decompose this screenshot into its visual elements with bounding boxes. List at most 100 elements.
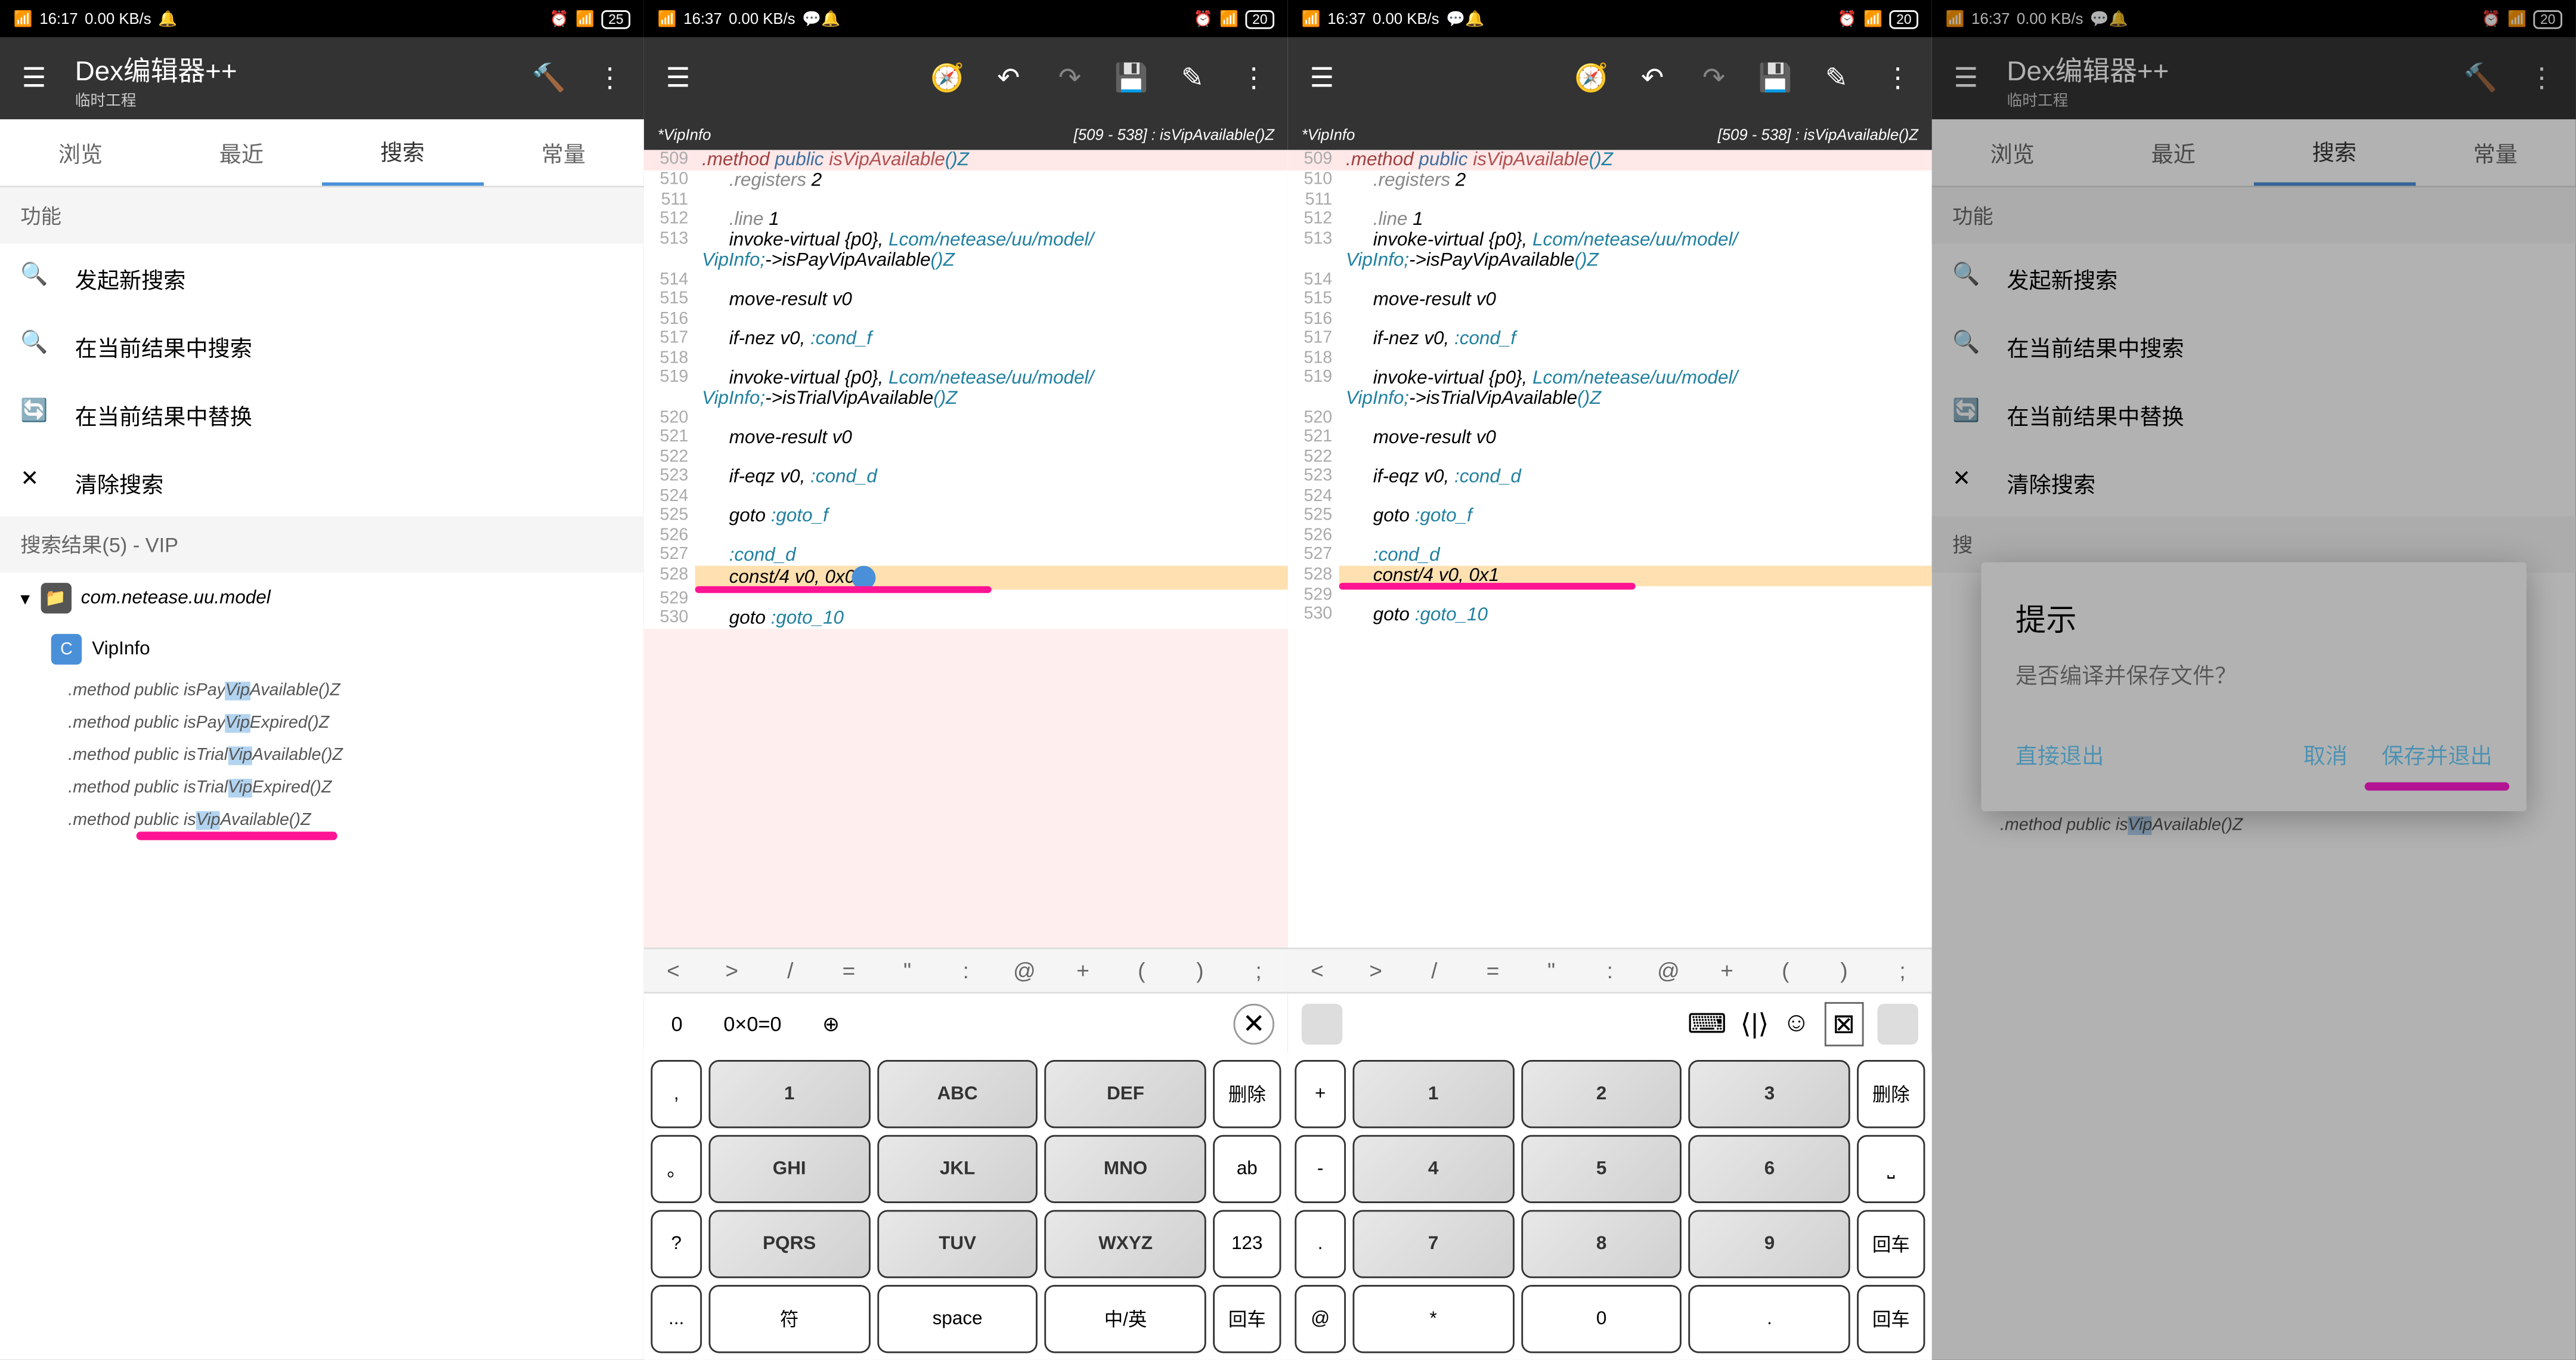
clear-search[interactable]: ✕ 清除搜索 [0, 448, 644, 516]
sym-eq[interactable]: = [819, 949, 878, 991]
key-star[interactable]: * [1352, 1285, 1513, 1353]
key-delete[interactable]: 删除 [1857, 1060, 1925, 1128]
sym-plus[interactable]: + [1054, 949, 1112, 991]
tab-browse[interactable]: 浏览 [1932, 119, 2093, 186]
sym-rparen[interactable]: ) [1815, 949, 1873, 991]
key-wxyz[interactable]: WXYZ [1045, 1210, 1206, 1278]
method-5[interactable]: .method public isVipAvailable()Z [1932, 809, 2576, 842]
emoji-icon[interactable]: ☺ [1782, 1008, 1810, 1038]
code-area[interactable]: 509.method public isVipAvailable()Z 510.… [644, 150, 1288, 947]
tab-recent[interactable]: 最近 [161, 119, 322, 186]
compass-icon[interactable]: 🧭 [1571, 58, 1612, 99]
avatar-icon[interactable] [1302, 1003, 1343, 1044]
tab-search[interactable]: 搜索 [322, 119, 483, 186]
key-enter2[interactable]: 回车 [1857, 1285, 1925, 1353]
cancel-button[interactable]: 取消 [2303, 731, 2348, 777]
close-kb-icon[interactable]: ⊠ [1824, 1001, 1864, 1045]
key-1[interactable]: 1 [709, 1060, 870, 1128]
more-icon[interactable]: ⋮ [1877, 58, 1918, 99]
key-ab[interactable]: ab [1213, 1135, 1281, 1203]
tab-recent[interactable]: 最近 [2093, 119, 2254, 186]
key-9[interactable]: 9 [1689, 1210, 1850, 1278]
key-pqrs[interactable]: PQRS [709, 1210, 870, 1278]
redo-icon[interactable]: ↷ [1693, 58, 1735, 99]
key-ghi[interactable]: GHI [709, 1135, 870, 1203]
sym-colon[interactable]: : [1581, 949, 1639, 991]
key-period[interactable]: 。 [651, 1135, 702, 1203]
key-symbol[interactable]: 符 [709, 1285, 870, 1353]
tab-constant[interactable]: 常量 [2415, 119, 2576, 186]
more-icon[interactable]: ⋮ [2521, 58, 2562, 99]
edit-icon[interactable]: ✎ [1172, 58, 1213, 99]
code-area[interactable]: 509.method public isVipAvailable()Z 510.… [1288, 150, 1932, 947]
key-2[interactable]: 2 [1521, 1060, 1682, 1128]
sym-eq[interactable]: = [1463, 949, 1522, 991]
save-icon[interactable]: 💾 [1111, 58, 1152, 99]
more-icon[interactable]: ⋮ [590, 58, 631, 99]
key-123[interactable]: 123 [1213, 1210, 1281, 1278]
sym-at[interactable]: @ [995, 949, 1054, 991]
menu-icon[interactable]: ☰ [14, 58, 55, 99]
compass-icon[interactable]: 🧭 [927, 58, 968, 99]
more-icon[interactable]: ⋮ [1233, 58, 1274, 99]
key-3[interactable]: 3 [1689, 1060, 1850, 1128]
sym-at[interactable]: @ [1639, 949, 1698, 991]
tab-browse[interactable]: 浏览 [0, 119, 161, 186]
menu-icon[interactable]: ☰ [1946, 58, 1987, 99]
key-comma[interactable]: , [651, 1060, 702, 1128]
suggest-3[interactable]: ⊕ [809, 1004, 853, 1042]
edit-icon[interactable]: ✎ [1816, 58, 1857, 99]
key-6[interactable]: 6 [1689, 1135, 1850, 1203]
save-icon[interactable]: 💾 [1755, 58, 1796, 99]
key-4[interactable]: 4 [1352, 1135, 1513, 1203]
key-tuv[interactable]: TUV [877, 1210, 1038, 1278]
key-plus[interactable]: + [1295, 1060, 1346, 1128]
key-space[interactable]: ⎵ [1857, 1135, 1925, 1203]
class-item[interactable]: C VipInfo [0, 624, 644, 675]
undo-icon[interactable]: ↶ [1632, 58, 1673, 99]
sym-rparen[interactable]: ) [1171, 949, 1229, 991]
sym-lparen[interactable]: ( [1756, 949, 1815, 991]
menu-icon[interactable]: ☰ [1302, 58, 1343, 99]
exit-button[interactable]: 直接退出 [2015, 731, 2104, 777]
sym-lt[interactable]: < [1288, 949, 1346, 991]
key-0[interactable]: 0 [1521, 1285, 1682, 1353]
method-2[interactable]: .method public isPayVipExpired()Z [0, 707, 644, 740]
clear-icon[interactable]: ✕ [1233, 1003, 1274, 1044]
key-ellipsis[interactable]: ... [651, 1285, 702, 1353]
menu-icon[interactable]: ☰ [658, 58, 699, 99]
sym-plus[interactable]: + [1698, 949, 1756, 991]
key-abc[interactable]: ABC [877, 1060, 1038, 1128]
key-5[interactable]: 5 [1521, 1135, 1682, 1203]
key-question[interactable]: ? [651, 1210, 702, 1278]
method-1[interactable]: .method public isPayVipAvailable()Z [0, 675, 644, 707]
new-search[interactable]: 🔍 发起新搜索 [1932, 244, 2576, 312]
sym-colon[interactable]: : [937, 949, 995, 991]
tab-constant[interactable]: 常量 [483, 119, 644, 186]
key-jkl[interactable]: JKL [877, 1135, 1038, 1203]
key-space[interactable]: space [877, 1285, 1038, 1353]
package-item[interactable]: ▾ 📁 com.netease.uu.model [0, 573, 644, 624]
redo-icon[interactable]: ↷ [1049, 58, 1091, 99]
suggest-2[interactable]: 0×0=0 [710, 1004, 795, 1042]
sym-quote[interactable]: " [1522, 949, 1581, 991]
method-5[interactable]: .method public isVipAvailable()Z [0, 805, 644, 837]
key-minus[interactable]: - [1295, 1135, 1346, 1203]
key-period[interactable]: . [1689, 1285, 1850, 1353]
clear-search[interactable]: ✕ 清除搜索 [1932, 448, 2576, 516]
replace-in-results[interactable]: 🔄 在当前结果中替换 [0, 380, 644, 448]
key-mno[interactable]: MNO [1045, 1135, 1206, 1203]
key-dot[interactable]: . [1295, 1210, 1346, 1278]
sym-lt[interactable]: < [644, 949, 702, 991]
search-in-results[interactable]: 🔍 在当前结果中搜索 [1932, 312, 2576, 380]
save-exit-button[interactable]: 保存并退出 [2382, 731, 2493, 777]
method-4[interactable]: .method public isTrialVipExpired()Z [0, 772, 644, 804]
sym-semi[interactable]: ; [1874, 949, 1932, 991]
sym-slash[interactable]: / [761, 949, 819, 991]
sym-gt[interactable]: > [702, 949, 761, 991]
key-lang[interactable]: 中/英 [1045, 1285, 1206, 1353]
key-def[interactable]: DEF [1045, 1060, 1206, 1128]
key-delete[interactable]: 删除 [1213, 1060, 1281, 1128]
key-1[interactable]: 1 [1352, 1060, 1513, 1128]
tool-icon[interactable]: 🔨 [528, 58, 569, 99]
